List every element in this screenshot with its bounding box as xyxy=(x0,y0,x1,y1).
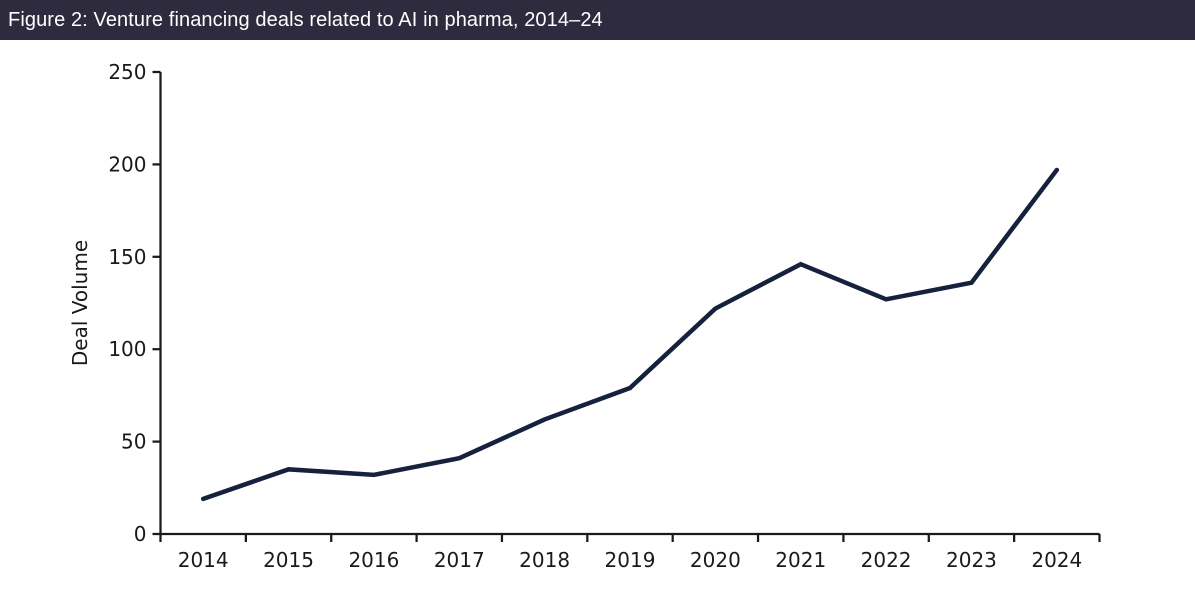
x-tick-label: 2015 xyxy=(263,548,314,572)
x-tick-label: 2021 xyxy=(775,548,826,572)
x-tick-label: 2022 xyxy=(861,548,912,572)
line-chart: 0 50 100 150 200 250 2014 2015 2016 2017 2018 2019 2… xyxy=(68,60,1101,572)
x-tick-label: 2023 xyxy=(946,548,997,572)
y-tick-label: 0 xyxy=(134,522,147,546)
series-line-deal-volume xyxy=(200,167,1060,502)
x-tick-label: 2014 xyxy=(178,548,229,572)
y-tick-label: 200 xyxy=(108,152,146,176)
x-tick-label: 2016 xyxy=(348,548,399,572)
figure-title: Figure 2: Venture financing deals relate… xyxy=(8,8,603,31)
y-tick-label: 100 xyxy=(108,337,146,361)
figure-title-bar: Figure 2: Venture financing deals relate… xyxy=(0,0,1195,40)
y-tick-label: 150 xyxy=(108,245,146,269)
chart-area: 0 50 100 150 200 250 2014 2015 2016 2017 2018 2019 2… xyxy=(0,40,1195,599)
x-tick-label: 2019 xyxy=(605,548,656,572)
x-tick-label: 2020 xyxy=(690,548,741,572)
y-tick-label: 50 xyxy=(121,430,146,454)
y-axis-title: Deal Volume xyxy=(68,240,92,366)
y-tick-label: 250 xyxy=(108,60,146,84)
x-tick-label: 2018 xyxy=(519,548,570,572)
x-tick-label: 2017 xyxy=(434,548,485,572)
x-tick-label: 2024 xyxy=(1031,548,1082,572)
